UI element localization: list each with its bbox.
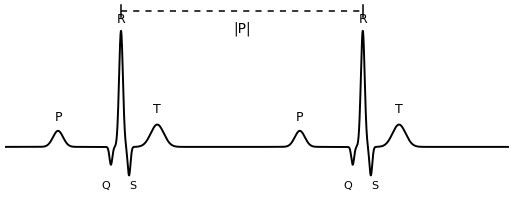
Text: S: S — [371, 181, 378, 191]
Text: |P|: |P| — [233, 22, 251, 36]
Text: P: P — [54, 111, 62, 124]
Text: Q: Q — [101, 181, 110, 191]
Text: R: R — [117, 13, 125, 26]
Text: P: P — [296, 111, 304, 124]
Text: S: S — [130, 181, 137, 191]
Text: Q: Q — [343, 181, 352, 191]
Text: T: T — [395, 103, 403, 116]
Text: R: R — [358, 13, 367, 26]
Text: T: T — [153, 103, 161, 116]
